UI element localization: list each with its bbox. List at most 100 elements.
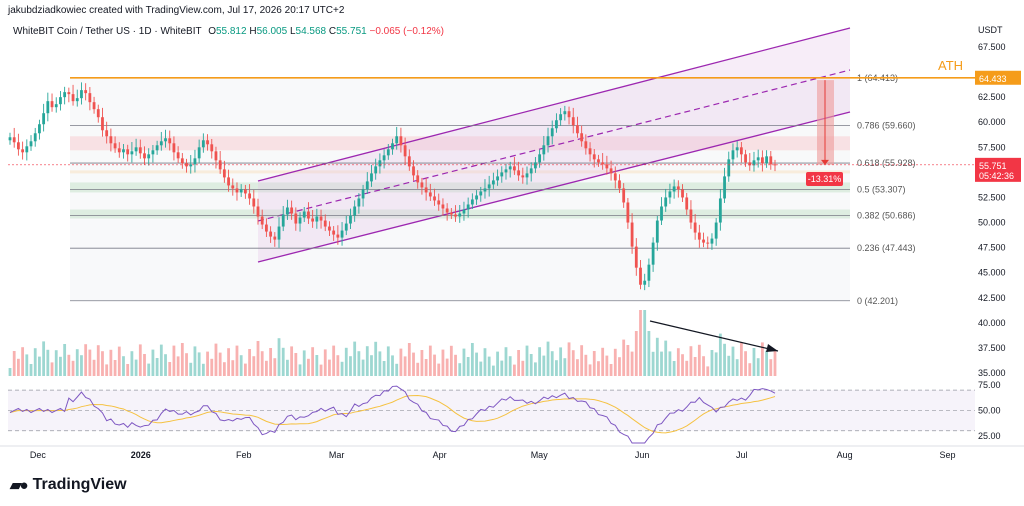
- volume-bar: [639, 310, 642, 376]
- volume-bar: [239, 355, 243, 376]
- candle-body: [723, 176, 726, 199]
- candle-body: [618, 180, 621, 189]
- candle-body: [773, 164, 777, 166]
- candle-body: [643, 280, 647, 285]
- candle-body: [374, 166, 378, 174]
- candle-body: [206, 140, 209, 145]
- volume-bar: [765, 350, 768, 376]
- volume-bar: [159, 344, 163, 376]
- candle-body: [38, 124, 41, 134]
- measure-arrow: [821, 159, 829, 165]
- volume-bar: [168, 362, 172, 376]
- candle-body: [491, 180, 495, 185]
- candle-body: [483, 188, 487, 192]
- volume-bar: [756, 358, 760, 376]
- volume-bar: [252, 356, 256, 376]
- volume-bar: [8, 368, 12, 376]
- candle-body: [584, 141, 588, 149]
- candle-body: [412, 166, 415, 176]
- candle-body: [714, 222, 718, 239]
- volume-bar: [731, 346, 735, 376]
- price-axis[interactable]: 67.50062.50060.00057.50055.00052.50050.0…: [8, 25, 1021, 441]
- volume-bar: [46, 349, 50, 376]
- volume-bar: [491, 365, 495, 376]
- candle-body: [559, 114, 563, 121]
- volume-bar: [609, 364, 613, 376]
- candle-body: [138, 147, 142, 154]
- time-tick-4: Apr: [433, 450, 447, 460]
- candle-body: [370, 173, 373, 182]
- volume-bar: [462, 348, 466, 376]
- candle-body: [475, 195, 478, 200]
- candle-body: [597, 159, 600, 163]
- tradingview-logo[interactable]: ▰● TradingView: [10, 476, 127, 494]
- volume-bar: [630, 351, 634, 376]
- volume-bar: [588, 364, 592, 376]
- volume-bars: [8, 310, 777, 376]
- candle-body: [273, 236, 277, 240]
- candle-body: [214, 151, 218, 161]
- volume-bar: [454, 354, 457, 376]
- volume-bar: [512, 364, 516, 376]
- volume-bar: [126, 364, 130, 376]
- volume-bar: [315, 355, 319, 376]
- volume-bar: [336, 355, 340, 376]
- candle-body: [143, 153, 146, 159]
- volume-bar: [769, 359, 773, 376]
- volume-bar: [138, 344, 142, 376]
- chart-credit: jakubdziadkowiec created with TradingVie…: [8, 5, 345, 16]
- volume-bar: [428, 345, 432, 376]
- volume-bar: [260, 351, 264, 376]
- candle-body: [164, 138, 167, 142]
- volume-bar: [714, 352, 718, 376]
- candle-body: [256, 206, 260, 217]
- volume-bar: [386, 346, 390, 376]
- measure-badge: [806, 172, 843, 186]
- candle-body: [328, 226, 331, 231]
- volume-bar: [122, 356, 125, 376]
- volume-bar: [105, 364, 109, 376]
- volume-bar: [365, 346, 369, 376]
- candle-body: [340, 230, 344, 238]
- volume-bar: [546, 341, 550, 376]
- volume-bar: [357, 351, 361, 376]
- ath-line-group: ATH: [70, 58, 975, 79]
- volume-bar: [311, 347, 315, 376]
- volume-bar: [739, 342, 743, 376]
- volume-bar: [433, 354, 436, 376]
- candle-body: [201, 140, 205, 148]
- candle-body: [8, 137, 12, 141]
- rsi-pane: [8, 385, 975, 444]
- candle-body: [668, 191, 672, 198]
- candle-body: [428, 192, 432, 197]
- volume-bar: [504, 347, 508, 376]
- volume-bar: [218, 352, 222, 376]
- candle-body: [748, 162, 752, 166]
- volume-bar: [655, 337, 659, 376]
- candle-body: [407, 156, 411, 167]
- candle-body: [391, 143, 394, 150]
- resistance-zone: [70, 136, 850, 151]
- candle-body: [395, 136, 399, 144]
- volume-bar: [185, 353, 188, 376]
- price-tick-9: 45.000: [978, 268, 1006, 278]
- candle-body: [17, 142, 20, 150]
- volume-bar: [407, 343, 411, 376]
- price-tick-6: 52.500: [978, 192, 1006, 202]
- volume-bar: [538, 347, 542, 376]
- candle-body: [403, 145, 407, 157]
- volume-bar: [605, 355, 609, 376]
- volume-bar: [668, 351, 672, 376]
- candle-body: [613, 173, 617, 181]
- candle-body: [315, 216, 319, 222]
- volume-bar: [441, 349, 445, 376]
- volume-bar: [487, 356, 491, 376]
- candle-body: [117, 148, 121, 153]
- volume-bar: [256, 341, 260, 376]
- volume-bar: [374, 341, 378, 376]
- candle-body: [664, 197, 668, 207]
- time-axis[interactable]: Dec 2026 Feb Mar Apr May Jun Jul Aug Sep: [0, 445, 1024, 460]
- volume-bar: [50, 362, 54, 376]
- volume-bar: [281, 347, 285, 376]
